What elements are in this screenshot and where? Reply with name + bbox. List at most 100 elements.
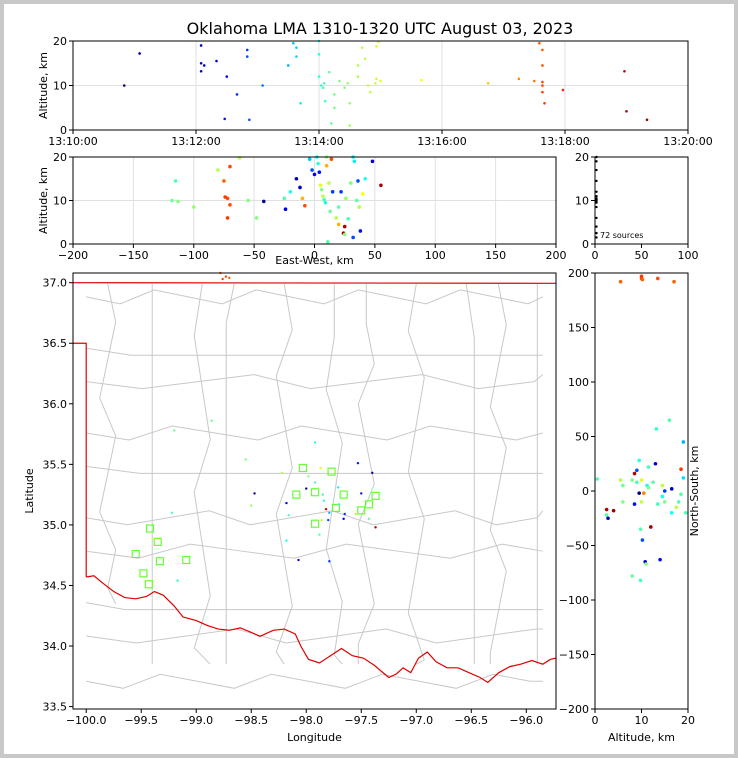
- plan-view-ytick-label: 37.0: [43, 277, 68, 290]
- plot-layer: 13:10:00 13:12:00 13:14:00 13:16:00 13:18:00…: [23, 35, 713, 744]
- eastwest-altitude-point: [334, 216, 339, 220]
- time-altitude-point: [379, 79, 382, 83]
- eastwest-altitude-point: [321, 194, 325, 198]
- county-boundary: [86, 425, 543, 441]
- time-altitude-point: [368, 90, 372, 94]
- lma-station: [139, 569, 148, 578]
- eastwest-altitude-point: [261, 199, 266, 204]
- ns-altitude-point: [638, 578, 643, 583]
- time-altitude-point: [235, 93, 239, 96]
- ns-altitude-ytick-label: −200: [559, 703, 589, 716]
- time-altitude-frame: [72, 40, 689, 131]
- ns-altitude-point: [651, 480, 655, 485]
- eastwest-altitude-point: [324, 163, 329, 168]
- plan-view-point: [324, 507, 328, 511]
- lma-station: [310, 519, 320, 528]
- plan-view-xtick-label: −99.5: [124, 714, 158, 727]
- ns-altitude-point: [618, 279, 623, 284]
- time-altitude-point: [346, 81, 350, 85]
- time-altitude-point: [541, 80, 544, 84]
- lma-station: [182, 555, 191, 565]
- time-altitude-point: [199, 69, 203, 73]
- histogram-point: [595, 201, 598, 204]
- ns-altitude-point: [639, 500, 644, 504]
- eastwest-altitude-point: [191, 205, 196, 209]
- time-altitude-point: [295, 55, 298, 58]
- eastwest-altitude-point: [354, 198, 359, 203]
- plan-view-point: [328, 560, 331, 563]
- ns-altitude-ytick-label: 0: [582, 485, 589, 498]
- ns-altitude-point: [604, 513, 609, 517]
- ns-altitude-xlabel: Altitude, km: [608, 731, 675, 744]
- plan-view-point: [356, 461, 360, 465]
- eastwest-altitude-point: [322, 197, 326, 202]
- time-altitude-xtick-label: 13:12:00: [171, 135, 220, 148]
- time-altitude-point: [375, 45, 378, 48]
- county-boundary: [357, 283, 375, 665]
- county-boundary: [193, 283, 211, 665]
- county-boundary: [86, 543, 543, 559]
- plan-view-xtick-label: −96.5: [454, 714, 488, 727]
- source-count-label: 72 sources: [600, 231, 643, 240]
- plan-view-ytick-label: 34.5: [43, 579, 68, 592]
- time-altitude-point: [286, 64, 290, 67]
- plan-view-point: [221, 277, 224, 281]
- ns-altitude-point: [638, 527, 643, 531]
- eastwest-altitude-point: [307, 157, 312, 161]
- time-altitude-point: [360, 46, 364, 49]
- ns-altitude-ytick-label: 50: [575, 431, 589, 444]
- plan-view-xtick-label: −97.5: [344, 714, 378, 727]
- plan-view-point: [322, 499, 326, 502]
- time-altitude-point: [645, 118, 649, 122]
- eastwest-altitude-frame: [72, 156, 557, 245]
- ns-altitude-point: [621, 500, 625, 504]
- time-altitude-point: [323, 99, 327, 103]
- histogram-xtick-label: 50: [635, 249, 649, 262]
- county-boundary: [225, 283, 235, 665]
- time-altitude-point: [317, 53, 321, 56]
- eastwest-altitude-point: [330, 190, 335, 194]
- eastwest-altitude-ytick-label: 10: [53, 195, 67, 208]
- plan-view-point: [253, 492, 256, 495]
- time-altitude-point: [541, 90, 544, 94]
- lma-station: [331, 503, 341, 513]
- plan-view-ytick-label: 35.5: [43, 458, 68, 471]
- eastwest-altitude-xtick-label: −200: [58, 249, 88, 262]
- plan-view-ytick-label: 34.0: [43, 640, 68, 653]
- eastwest-altitude-xtick-label: 0: [311, 249, 318, 262]
- plan-view-point: [342, 517, 345, 521]
- eastwest-altitude-point: [328, 209, 332, 214]
- plan-view-point: [250, 504, 253, 507]
- time-altitude-point: [538, 41, 541, 45]
- plan-view-ytick-label: 36.5: [43, 337, 68, 350]
- figure-title: Oklahoma LMA 1310-1320 UTC August 03, 20…: [187, 19, 574, 38]
- county-boundary: [489, 283, 507, 665]
- histogram-point: [595, 205, 598, 209]
- plan-view-point: [228, 276, 231, 280]
- plan-view-point: [374, 526, 377, 529]
- county-boundary: [86, 347, 543, 356]
- plan-view-point: [176, 579, 179, 582]
- time-altitude-point: [348, 124, 352, 127]
- eastwest-altitude-point: [246, 198, 250, 203]
- plan-view-point: [285, 539, 288, 542]
- eastwest-altitude-point: [298, 185, 302, 190]
- eastwest-altitude-point: [300, 196, 305, 201]
- plan-view-point: [307, 475, 310, 478]
- time-altitude-ylabel: Altitude, km: [37, 52, 50, 119]
- time-altitude-point: [199, 44, 203, 47]
- state-boundary-south: [86, 575, 557, 684]
- eastwest-altitude-point: [351, 235, 355, 240]
- time-altitude-point: [327, 70, 331, 74]
- plan-view-point: [305, 487, 308, 490]
- eastwest-altitude-ytick-label: 20: [53, 151, 67, 164]
- lma-station: [357, 506, 366, 515]
- plan-view-ytick-label: 36.0: [43, 398, 68, 411]
- lma-station: [153, 537, 162, 546]
- time-altitude-point: [333, 106, 336, 110]
- county-boundary: [275, 283, 293, 665]
- histogram-point: [595, 160, 598, 163]
- ns-altitude-point: [655, 502, 660, 506]
- eastwest-altitude-point: [348, 181, 353, 185]
- plan-view-point: [170, 511, 174, 514]
